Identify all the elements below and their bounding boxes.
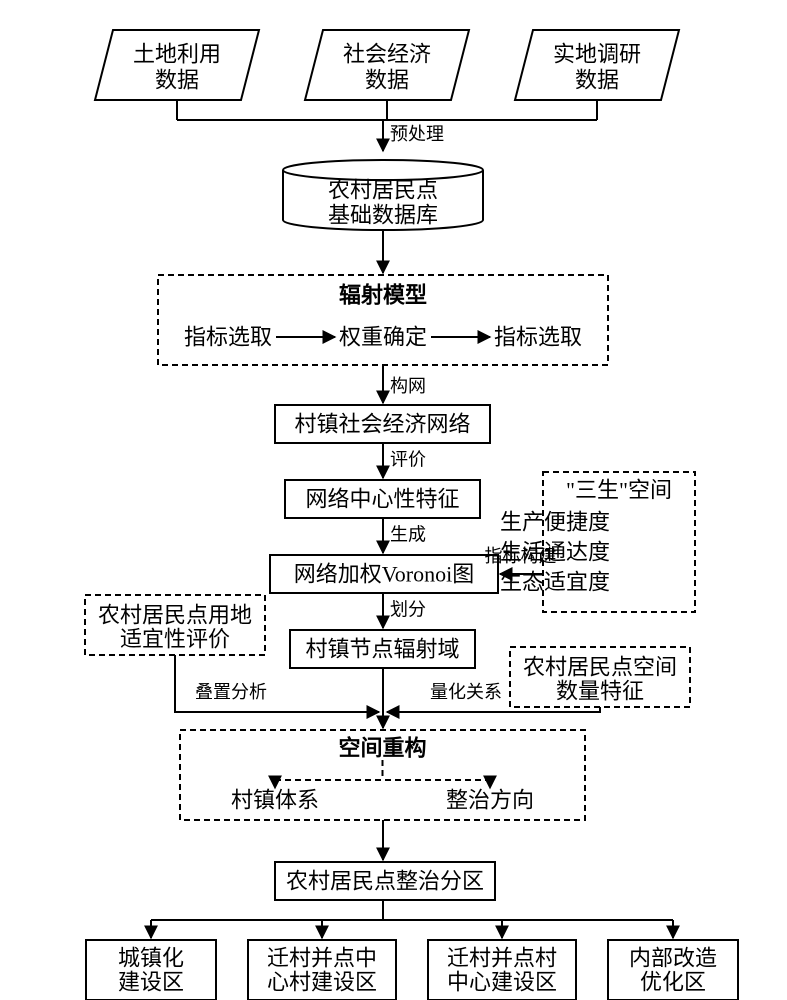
svg-text:数量特征: 数量特征 [556, 679, 644, 704]
svg-text:指标选取: 指标选取 [494, 325, 582, 350]
svg-text:农村居民点空间: 农村居民点空间 [523, 655, 677, 680]
svg-text:城镇化: 城镇化 [118, 946, 184, 971]
svg-text:构网: 构网 [390, 376, 426, 396]
svg-text:评价: 评价 [390, 450, 426, 470]
svg-text:土地利用: 土地利用 [133, 42, 221, 67]
svg-text:"三生"空间: "三生"空间 [566, 478, 672, 503]
svg-text:优化区: 优化区 [640, 970, 706, 995]
svg-text:村镇体系: 村镇体系 [231, 788, 319, 813]
svg-text:农村居民点: 农村居民点 [328, 178, 438, 203]
svg-text:划分: 划分 [390, 600, 426, 620]
svg-text:生产便捷度: 生产便捷度 [500, 510, 610, 535]
svg-text:实地调研: 实地调研 [553, 42, 641, 67]
svg-text:辐射模型: 辐射模型 [339, 283, 427, 308]
svg-text:中心建设区: 中心建设区 [447, 970, 557, 995]
svg-text:数据: 数据 [365, 68, 409, 93]
svg-text:村镇节点辐射域: 村镇节点辐射域 [305, 637, 459, 662]
svg-text:农村居民点用地: 农村居民点用地 [98, 603, 252, 628]
svg-text:生成: 生成 [390, 525, 426, 545]
svg-text:社会经济: 社会经济 [343, 42, 431, 67]
svg-text:叠置分析: 叠置分析 [195, 682, 267, 702]
svg-text:心村建设区: 心村建设区 [267, 970, 377, 995]
svg-text:建设区: 建设区 [118, 970, 184, 995]
svg-text:网络加权Voronoi图: 网络加权Voronoi图 [294, 562, 475, 587]
svg-text:数据: 数据 [155, 68, 199, 93]
svg-text:网络中心性特征: 网络中心性特征 [305, 487, 459, 512]
svg-text:迁村并点中: 迁村并点中 [267, 946, 377, 971]
svg-text:量化关系: 量化关系 [430, 682, 502, 702]
svg-text:适宜性评价: 适宜性评价 [120, 627, 230, 652]
svg-text:指标构建: 指标构建 [485, 546, 557, 566]
svg-text:迁村并点村: 迁村并点村 [447, 946, 557, 971]
svg-text:基础数据库: 基础数据库 [328, 203, 438, 228]
svg-text:村镇社会经济网络: 村镇社会经济网络 [294, 412, 470, 437]
svg-text:整治方向: 整治方向 [446, 788, 534, 813]
svg-text:农村居民点整治分区: 农村居民点整治分区 [286, 869, 484, 894]
svg-text:指标选取: 指标选取 [184, 325, 272, 350]
svg-text:空间重构: 空间重构 [338, 736, 426, 761]
svg-text:内部改造: 内部改造 [629, 946, 717, 971]
flowchart-diagram: 土地利用数据社会经济数据实地调研数据预处理农村居民点基础数据库辐射模型指标选取权… [0, 0, 787, 1000]
svg-text:权重确定: 权重确定 [339, 325, 427, 350]
svg-text:预处理: 预处理 [390, 124, 444, 144]
svg-text:数据: 数据 [575, 68, 619, 93]
